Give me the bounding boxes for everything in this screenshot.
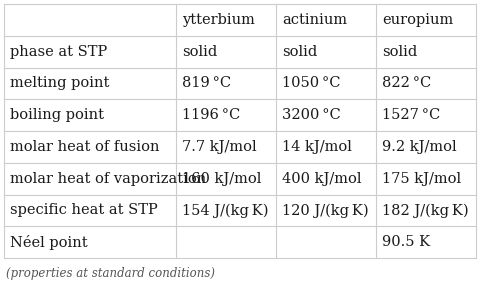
Text: 154 J/(kg K): 154 J/(kg K): [182, 203, 269, 218]
Text: solid: solid: [383, 45, 418, 59]
Text: actinium: actinium: [282, 13, 348, 27]
Text: 175 kJ/mol: 175 kJ/mol: [383, 172, 462, 186]
Text: 400 kJ/mol: 400 kJ/mol: [282, 172, 362, 186]
Text: 1527 °C: 1527 °C: [383, 108, 441, 122]
Text: molar heat of fusion: molar heat of fusion: [10, 140, 159, 154]
Text: 7.7 kJ/mol: 7.7 kJ/mol: [182, 140, 257, 154]
Text: 819 °C: 819 °C: [182, 76, 231, 90]
Text: molar heat of vaporization: molar heat of vaporization: [10, 172, 206, 186]
Text: phase at STP: phase at STP: [10, 45, 107, 59]
Text: 1196 °C: 1196 °C: [182, 108, 240, 122]
Text: Néel point: Néel point: [10, 235, 88, 250]
Text: 822 °C: 822 °C: [383, 76, 432, 90]
Text: 160 kJ/mol: 160 kJ/mol: [182, 172, 262, 186]
Text: 182 J/(kg K): 182 J/(kg K): [383, 203, 469, 218]
Text: 90.5 K: 90.5 K: [383, 235, 431, 249]
Text: 120 J/(kg K): 120 J/(kg K): [282, 203, 369, 218]
Text: specific heat at STP: specific heat at STP: [10, 203, 158, 217]
Text: 9.2 kJ/mol: 9.2 kJ/mol: [383, 140, 457, 154]
Text: (properties at standard conditions): (properties at standard conditions): [6, 268, 215, 280]
Text: 1050 °C: 1050 °C: [282, 76, 341, 90]
Text: 3200 °C: 3200 °C: [282, 108, 341, 122]
Text: solid: solid: [282, 45, 318, 59]
Text: ytterbium: ytterbium: [182, 13, 255, 27]
Text: melting point: melting point: [10, 76, 109, 90]
Text: 14 kJ/mol: 14 kJ/mol: [282, 140, 352, 154]
Text: boiling point: boiling point: [10, 108, 104, 122]
Text: solid: solid: [182, 45, 217, 59]
Text: europium: europium: [383, 13, 454, 27]
